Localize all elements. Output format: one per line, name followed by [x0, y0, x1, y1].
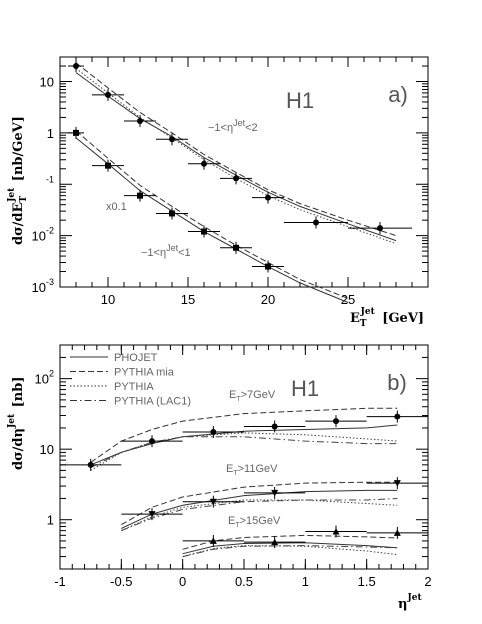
experiment-label-b: H1: [291, 376, 319, 401]
x-tick-label: 10: [101, 292, 115, 307]
curve-dashed-1: [90, 407, 398, 463]
data-point-circle: [169, 136, 175, 143]
x-tick-label: 0: [179, 574, 186, 589]
annotation-et-cut: ET>11GeV: [226, 463, 278, 477]
data-point-square: [201, 228, 207, 235]
data-point-circle: [394, 413, 401, 420]
data-point-triangle-down: [393, 480, 401, 487]
annotation-eta-range-2: −1<ηJet<2: [208, 118, 258, 134]
x-tick-label: 0.5: [235, 574, 253, 589]
curve-solid-2: [75, 137, 349, 303]
curve-dotted-3: [182, 545, 398, 558]
data-point-circle: [87, 461, 94, 468]
curve-dashdot-3: [182, 545, 398, 558]
data-point-square: [137, 192, 143, 199]
data-point-square: [169, 210, 175, 217]
panel-label-a: a): [388, 82, 408, 107]
data-point-triangle-up: [393, 529, 401, 536]
x-tick-label: -0.5: [110, 574, 132, 589]
y-tick-label: 10-2: [32, 226, 54, 244]
data-point-triangle-up: [332, 528, 340, 535]
panel-1: -1 -0.5 0 0.5 1 1.5 2 102 10 1 H1 b) PHOJET PYTHIA mi…: [7, 344, 432, 612]
y-tick-label: 10-3: [32, 277, 54, 295]
y-tick-label: 10: [40, 75, 54, 90]
x-tick-label: 20: [261, 292, 275, 307]
data-point-circle: [377, 225, 383, 232]
data-point-circle: [210, 429, 217, 436]
legend-label: PHOJET: [114, 352, 158, 364]
x-tick-label: 2: [424, 574, 431, 589]
curve-solid-3: [182, 542, 398, 555]
curve-dotted-1: [75, 68, 397, 245]
data-point-circle: [73, 63, 79, 70]
annotation-scale-factor: x0.1: [106, 201, 127, 213]
x-tick-label: 1: [302, 574, 309, 589]
data-point-circle: [201, 160, 207, 167]
x-axis-label-b: ηJet: [398, 593, 422, 612]
y-tick-label: 1: [47, 126, 54, 141]
plot-frame: [59, 56, 429, 288]
curve-solid-1: [75, 72, 397, 242]
legend-label: PYTHIA mia: [114, 367, 175, 379]
data-point-square: [233, 244, 239, 251]
curve-solid-1: [90, 424, 398, 466]
panel-label-b: b): [387, 370, 407, 395]
x-tick-label: 15: [181, 292, 195, 307]
data-point-triangle-down: [209, 498, 217, 506]
annotation-eta-range-1: −1<ηJet<1: [141, 243, 191, 259]
curve-dashed-2: [121, 481, 398, 526]
data-point-triangle-up: [209, 537, 217, 544]
data-point-triangle-down: [271, 489, 279, 497]
data-point-circle: [313, 219, 319, 226]
legend-label: PYTHIA (LAC1): [114, 396, 191, 408]
annotation-et-cut: ET>15GeV: [228, 515, 281, 529]
data-point-circle: [149, 438, 155, 445]
y-axis-label-b: dσ/dηJet [nb]: [7, 377, 26, 471]
legend-label: PYTHIA: [114, 381, 154, 393]
data-point-circle: [105, 91, 111, 98]
x-axis-label-a: ETJet [GeV]: [350, 307, 424, 329]
x-tick-label: -1: [54, 574, 66, 589]
panel-0: 10 15 20 25 10 1 -1 10-2 10-3 H1 a) −1<ηJet<2 x0.1 −1…: [7, 56, 429, 329]
x-tick-label: 1.5: [358, 574, 376, 589]
y-tick-label: 102: [35, 369, 54, 387]
data-point-circle: [233, 175, 239, 182]
plot-frame: [59, 344, 429, 570]
data-point-circle: [333, 418, 339, 425]
data-point-triangle-down: [148, 511, 156, 518]
y-tick-label: 10: [40, 442, 54, 457]
annotation-et-cut: ET>7GeV: [229, 389, 276, 403]
y-tick-label: 1: [47, 513, 54, 528]
data-point-square: [265, 263, 271, 270]
experiment-label-a: H1: [286, 88, 314, 113]
y-tick-label: -1: [46, 174, 54, 184]
data-point-circle: [265, 194, 271, 201]
data-point-square: [105, 162, 111, 169]
curve-dashed-2: [75, 130, 349, 299]
data-point-circle: [137, 118, 143, 125]
data-point-square: [73, 129, 79, 136]
data-point-circle: [271, 423, 278, 430]
data-point-triangle-up: [271, 538, 279, 546]
x-tick-label: 25: [341, 292, 355, 307]
curve-dashdot-1: [90, 436, 398, 468]
y-axis-label-a: dσ/dETJet [nb/GeV]: [7, 116, 29, 245]
